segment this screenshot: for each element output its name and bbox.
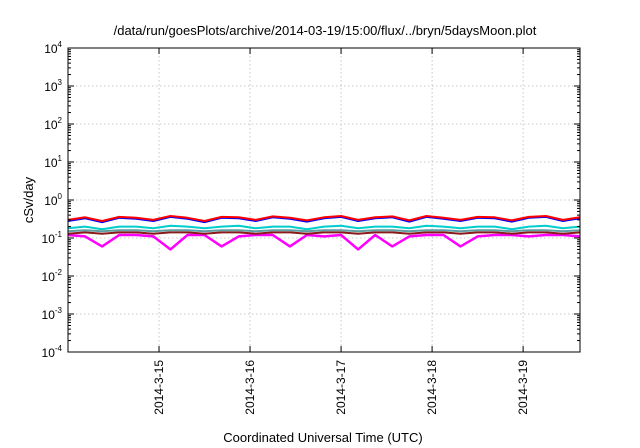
y-tick-label: 104 [44,40,62,56]
x-tick-label: 2014-3-18 [425,360,439,415]
y-tick-label: 101 [44,154,62,170]
x-tick-label: 2014-3-15 [152,360,166,415]
x-tick-label: 2014-3-19 [516,360,530,415]
y-tick-label: 10-3 [42,306,63,322]
series-line [67,229,581,233]
chart-title: /data/run/goesPlots/archive/2014-03-19/1… [114,23,537,38]
x-tick-label: 2014-3-17 [334,360,348,415]
y-axis-label: cSv/day [21,176,36,223]
series-line [67,215,581,222]
series-line [67,224,581,231]
grid-lines [68,48,580,352]
y-tick-label: 10-2 [42,268,63,284]
series-layer [67,215,581,251]
x-tick-label: 2014-3-16 [243,360,257,415]
y-tick-label: 10-1 [42,230,63,246]
series-line [67,233,581,251]
y-tick-label: 102 [44,116,62,132]
y-tick-label: 100 [44,192,62,208]
y-tick-labels: 104 103 102 101 100 10-1 10-2 10-3 10-4 [42,40,63,360]
x-tick-labels: 2014-3-15 2014-3-16 2014-3-17 2014-3-18 2014… [152,360,530,415]
ticks-layer [68,47,580,353]
series-line [67,231,581,235]
y-tick-label: 10-4 [42,344,63,360]
x-axis-label: Coordinated Universal Time (UTC) [223,430,422,445]
y-tick-label: 103 [44,78,62,94]
